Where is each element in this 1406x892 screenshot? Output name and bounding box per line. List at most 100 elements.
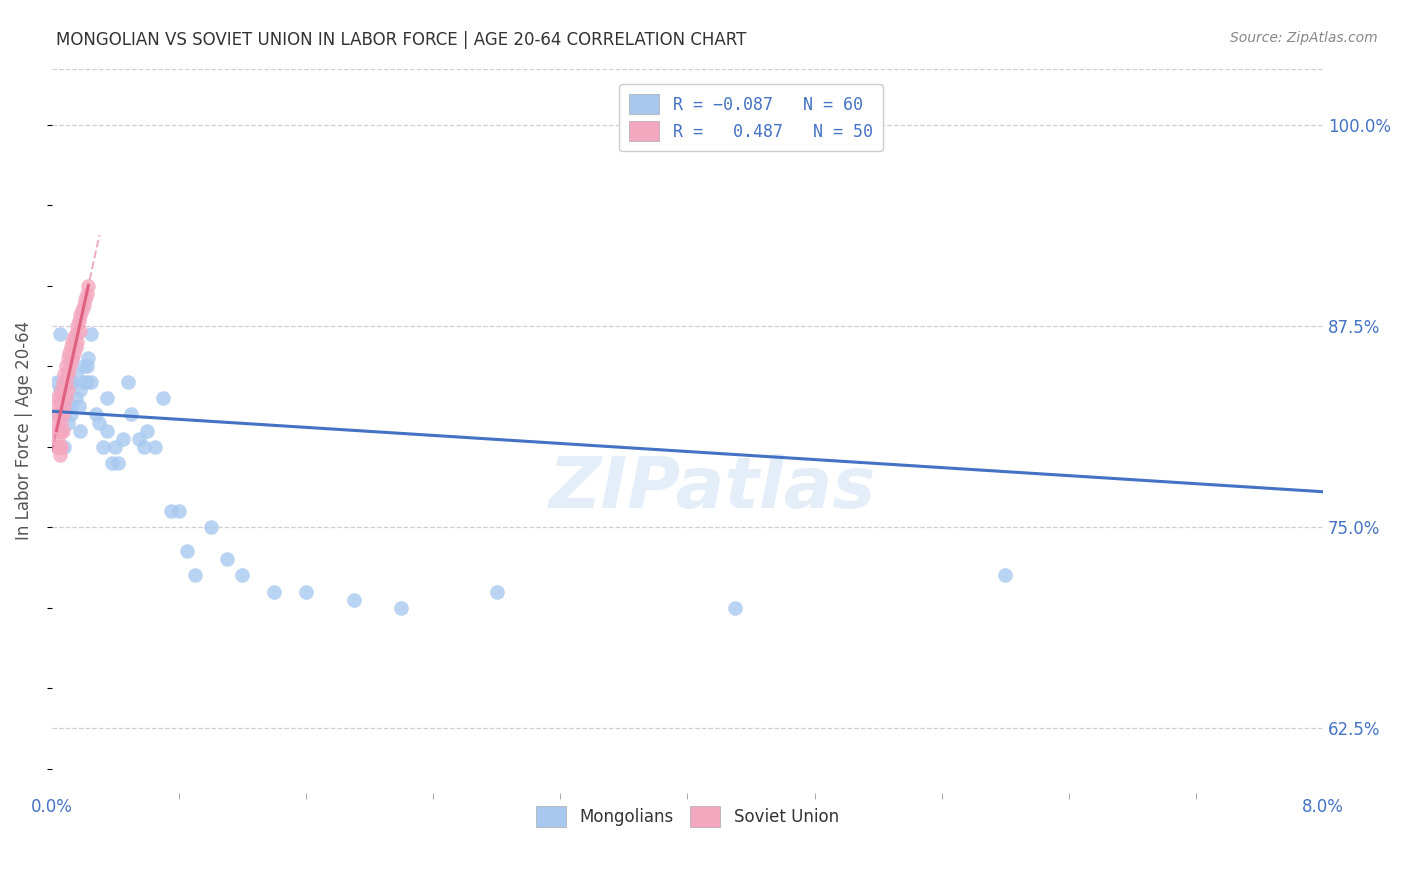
Point: [389, 600, 412, 615]
Point: [45, 376, 67, 390]
Point: [56, 384, 79, 398]
Point: [160, 504, 183, 518]
Point: [120, 408, 142, 422]
Point: [58, 362, 80, 376]
Point: [72, 359, 94, 374]
Point: [59, 376, 82, 390]
Point: [76, 376, 98, 390]
Point: [55, 392, 77, 406]
Y-axis label: In Labor Force | Age 20-64: In Labor Force | Age 20-64: [15, 321, 32, 541]
Point: [55, 359, 77, 374]
Point: [59, 408, 82, 422]
Point: [63, 346, 86, 360]
Point: [52, 392, 75, 406]
Point: [80, 376, 103, 390]
Point: [55, 392, 77, 406]
Point: [55, 376, 77, 390]
Point: [53, 368, 76, 382]
Point: [69, 424, 91, 438]
Point: [263, 584, 285, 599]
Point: [76, 286, 98, 301]
Point: [45, 408, 67, 422]
Point: [45, 424, 67, 438]
Point: [132, 440, 155, 454]
Point: [70, 302, 93, 317]
Point: [56, 351, 79, 366]
Point: [295, 584, 318, 599]
Point: [117, 376, 139, 390]
Point: [77, 351, 100, 366]
Point: [167, 504, 190, 518]
Point: [51, 440, 73, 454]
Point: [59, 400, 82, 414]
Point: [69, 324, 91, 338]
Point: [48, 424, 70, 438]
Point: [51, 416, 73, 430]
Point: [72, 376, 94, 390]
Point: [67, 314, 90, 328]
Point: [75, 292, 97, 306]
Point: [89, 416, 111, 430]
Point: [72, 298, 94, 312]
Point: [53, 400, 76, 414]
Point: [215, 552, 238, 566]
Point: [66, 334, 89, 349]
Text: Source: ZipAtlas.com: Source: ZipAtlas.com: [1230, 31, 1378, 45]
Point: [46, 400, 69, 414]
Point: [69, 308, 91, 322]
Point: [45, 392, 67, 406]
Point: [143, 440, 166, 454]
Point: [66, 318, 89, 333]
Point: [104, 440, 127, 454]
Point: [58, 346, 80, 360]
Point: [724, 600, 747, 615]
Point: [45, 408, 67, 422]
Point: [56, 416, 79, 430]
Point: [52, 376, 75, 390]
Point: [51, 400, 73, 414]
Point: [152, 392, 174, 406]
Point: [48, 440, 70, 454]
Point: [67, 400, 90, 414]
Point: [69, 384, 91, 398]
Point: [52, 392, 75, 406]
Point: [53, 384, 76, 398]
Point: [56, 368, 79, 382]
Point: [45, 440, 67, 454]
Point: [62, 334, 84, 349]
Point: [65, 326, 87, 341]
Point: [46, 416, 69, 430]
Point: [65, 340, 87, 354]
Legend: Mongolians, Soviet Union: Mongolians, Soviet Union: [527, 798, 848, 835]
Point: [48, 448, 70, 462]
Point: [136, 424, 159, 438]
Point: [48, 408, 70, 422]
Point: [77, 278, 100, 293]
Point: [994, 568, 1017, 582]
Point: [51, 424, 73, 438]
Text: MONGOLIAN VS SOVIET UNION IN LABOR FORCE | AGE 20-64 CORRELATION CHART: MONGOLIAN VS SOVIET UNION IN LABOR FORCE…: [56, 31, 747, 49]
Point: [56, 400, 79, 414]
Point: [128, 432, 150, 446]
Point: [59, 340, 82, 354]
Point: [48, 424, 70, 438]
Text: ZIPatlas: ZIPatlas: [550, 454, 876, 523]
Point: [52, 424, 75, 438]
Point: [48, 326, 70, 341]
Point: [56, 376, 79, 390]
Point: [101, 456, 124, 470]
Point: [48, 384, 70, 398]
Point: [59, 356, 82, 370]
Point: [52, 400, 75, 414]
Point: [65, 368, 87, 382]
Point: [53, 408, 76, 422]
Point: [200, 520, 222, 534]
Point: [84, 408, 107, 422]
Point: [62, 376, 84, 390]
Point: [91, 440, 114, 454]
Point: [63, 330, 86, 344]
Point: [107, 456, 129, 470]
Point: [62, 351, 84, 366]
Point: [176, 544, 198, 558]
Point: [343, 592, 366, 607]
